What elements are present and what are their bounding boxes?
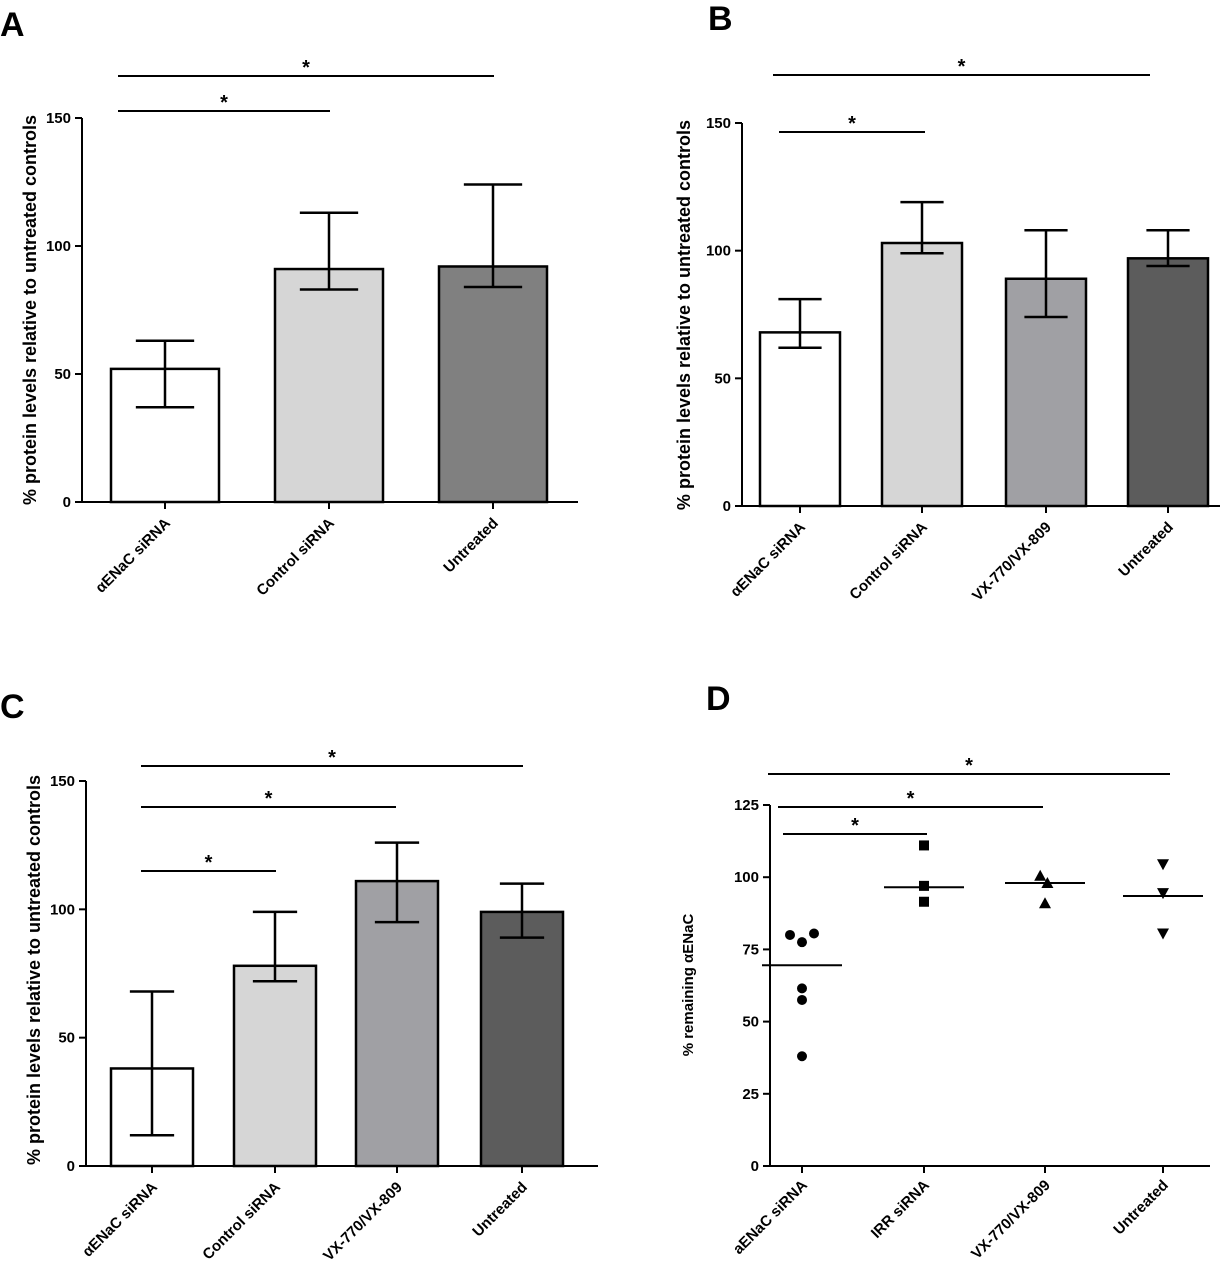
significance-star: * [205, 852, 213, 874]
y-tick-label: 150 [46, 110, 71, 127]
data-point-circle [797, 1051, 807, 1062]
y-axis-title: % protein levels relative to untreated c… [674, 120, 694, 510]
data-point-square [919, 896, 929, 907]
bar [437, 265, 549, 504]
data-point-circle [797, 994, 807, 1005]
y-tick-label: 100 [46, 238, 71, 255]
significance-star: * [220, 92, 228, 114]
bar [880, 241, 964, 508]
data-point-square [919, 880, 929, 891]
data-point-circle [797, 983, 807, 994]
x-category-label: Untreated [440, 515, 502, 577]
data-point-square [919, 840, 929, 851]
data-point-triangle-down [1157, 888, 1169, 900]
y-tick-label: 0 [751, 1158, 759, 1175]
panel-letter-a: A [0, 6, 25, 44]
significance-star: * [958, 56, 966, 78]
x-category-label: Untreated [469, 1179, 531, 1241]
y-tick-label: 0 [723, 498, 731, 515]
significance-star: * [907, 788, 915, 810]
x-category-label: αENaC siRNA [92, 515, 174, 597]
data-point-circle [809, 928, 819, 939]
y-axis-title: % protein levels relative to untreated c… [20, 115, 40, 505]
data-point-circle [785, 929, 795, 940]
significance-star: * [848, 113, 856, 135]
x-category-label: VX-770/VX-809 [968, 1177, 1054, 1263]
y-tick-label: 100 [50, 901, 75, 918]
x-category-label: aENaC siRNA [730, 1177, 811, 1258]
y-tick-label: 50 [54, 366, 71, 383]
panel-letter-c: C [0, 688, 25, 726]
x-category-label: VX-770/VX-809 [969, 519, 1055, 605]
panel-a-chart: 0 50 100 150 % protein levels relative to un… [20, 57, 578, 599]
significance-star: * [328, 747, 336, 769]
x-category-label: Control siRNA [253, 515, 338, 600]
data-point-triangle-up [1034, 869, 1047, 881]
y-tick-label: 125 [734, 797, 759, 814]
x-category-label: VX-770/VX-809 [320, 1179, 406, 1265]
x-category-label: αENaC siRNA [79, 1179, 161, 1261]
y-tick-label: 50 [714, 370, 731, 387]
significance-star: * [851, 815, 859, 837]
y-tick-label: 50 [58, 1030, 75, 1047]
y-tick-label: 0 [63, 494, 71, 511]
significance-star: * [265, 788, 273, 810]
y-tick-label: 0 [67, 1158, 75, 1175]
y-tick-label: 150 [50, 773, 75, 790]
bar [354, 879, 440, 1168]
data-point-triangle-up [1039, 897, 1051, 909]
panel-letter-b: B [708, 0, 733, 38]
bar [758, 331, 842, 508]
x-category-label: Control siRNA [199, 1179, 284, 1264]
data-point-circle [797, 937, 807, 948]
data-point-triangle-down [1157, 859, 1169, 871]
bar [273, 267, 385, 504]
y-tick-label: 150 [706, 115, 731, 132]
panel-b-chart: 0 50 100 150 % protein levels relative to un… [674, 56, 1220, 605]
panel-c-chart: 0 50 100 150 % protein levels relative to un… [24, 747, 598, 1265]
y-axis-title: % remaining αENaC [680, 914, 697, 1057]
y-tick-label: 75 [742, 941, 759, 958]
panel-letter-d: D [706, 680, 731, 718]
x-category-label: Control siRNA [846, 519, 931, 604]
y-tick-label: 100 [706, 243, 731, 260]
data-point-triangle-down [1157, 928, 1169, 940]
significance-star: * [965, 755, 973, 777]
bar [1126, 257, 1210, 508]
bar [1004, 277, 1088, 508]
y-axis-title: % protein levels relative to untreated c… [24, 775, 44, 1165]
x-category-label: Untreated [1115, 519, 1177, 581]
y-tick-label: 100 [734, 869, 759, 886]
y-tick-label: 50 [742, 1014, 759, 1031]
y-tick-label: 25 [742, 1086, 759, 1103]
significance-star: * [302, 57, 310, 79]
x-category-label: Untreated [1110, 1177, 1172, 1239]
x-category-label: IRR siRNA [868, 1177, 933, 1242]
bar [479, 910, 565, 1168]
panel-d-chart: 0 25 50 75 100 125 % remaining αENaC aENaC siRN… [680, 755, 1210, 1263]
bar [232, 964, 318, 1168]
x-category-label: αENaC siRNA [727, 519, 809, 601]
